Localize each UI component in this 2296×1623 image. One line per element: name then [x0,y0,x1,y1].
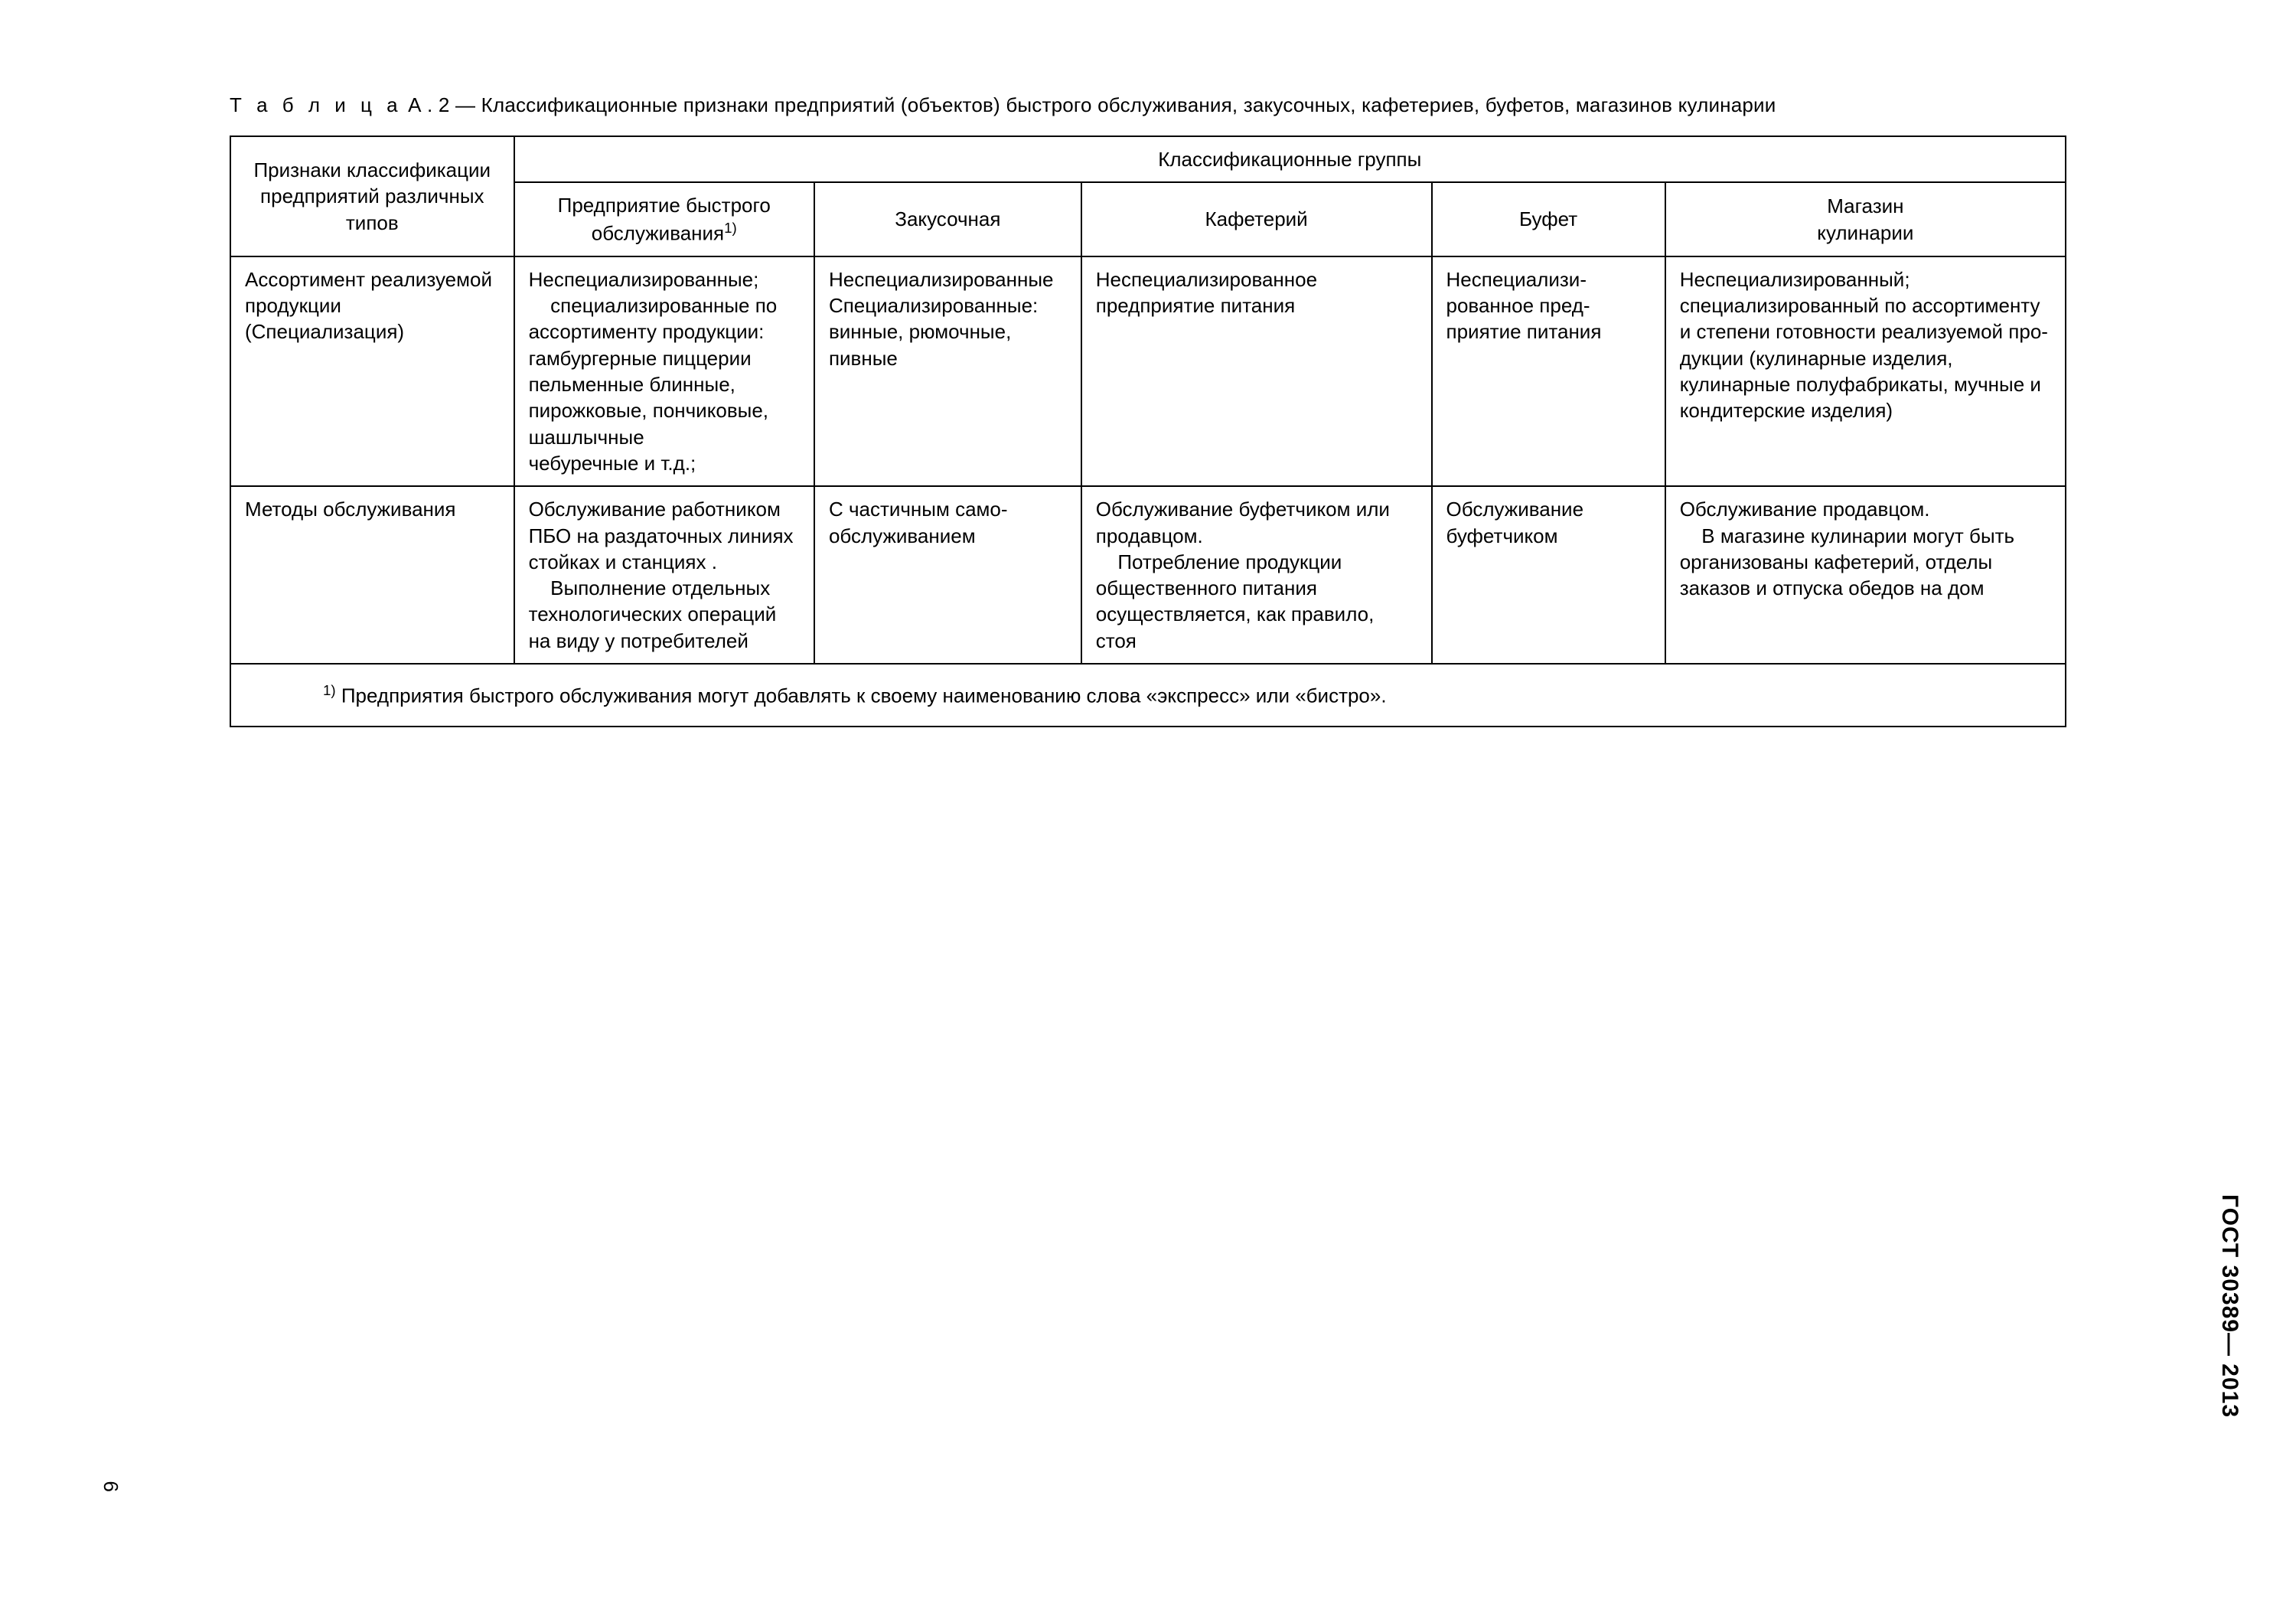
col-header-kafeteriy: Кафетерий [1081,182,1432,256]
standard-code: ГОСТ 30389— 2013 [2216,1194,2242,1418]
classification-table: Признаки классификации предприятий разли… [230,136,2066,727]
cell: Обслуживание работ­ником ПБО на разда­то… [514,486,814,664]
page: Т а б л и ц а А . 2 — Классификационные … [0,0,2296,1623]
page-number: 9 [99,1481,123,1492]
caption-number: А . 2 [408,93,449,116]
footnote-marker: 1) [323,682,336,698]
col-header-magazin: Магазин кулинарии [1665,182,2066,256]
col-header-bufet: Буфет [1432,182,1665,256]
cell: Неспециализированный; специализированный… [1665,256,2066,487]
col-header-zakusochnaya: Закусочная [814,182,1081,256]
footnote-ref: 1) [724,220,737,236]
row-label: Ассортимент реализуе­мой продукции (Спец… [230,256,514,487]
table-row: 1) Предприятия быстрого обслуживания мог… [230,664,2066,727]
col-header-fastfood: Предприятие быстрого обслуживания1) [514,182,814,256]
table-footnote: 1) Предприятия быстрого обслуживания мог… [230,664,2066,727]
table-caption: Т а б л и ц а А . 2 — Классификационные … [230,92,2066,119]
group-header: Классификационные группы [514,136,2066,182]
table-row: Методы обслуживания Обслуживание работ­н… [230,486,2066,664]
cell: Неспециализиро­ванныеСпециализирован­ные… [814,256,1081,487]
table-body: Ассортимент реализуе­мой продукции (Спец… [230,256,2066,727]
col-header-line: Магазин [1827,194,1903,217]
cell: Неспециализирован­ные;специализированные… [514,256,814,487]
table-head: Признаки классификации предприятий разли… [230,136,2066,256]
caption-title: Классификационные признаки предприятий (… [481,93,1776,116]
cell: Обслуживание продавцом.В магазине кулина… [1665,486,2066,664]
col-header-line: обслуживания [592,221,724,244]
cell: Неспециализи­рованное пред­приятие питан… [1432,256,1665,487]
table-row: Признаки классификации предприятий разли… [230,136,2066,182]
footnote-text: Предприятия быстрого обслуживания могут … [336,684,1387,707]
col-header-line: Предприятие быстрого [558,194,771,217]
table-row: Ассортимент реализуе­мой продукции (Спец… [230,256,2066,487]
caption-label: Т а б л и ц а [230,93,403,116]
row-label: Методы обслуживания [230,486,514,664]
col-header-line: кулинарии [1817,221,1913,244]
cell: С частичным само­обслуживанием [814,486,1081,664]
cell: Обслуживание буфетчиком [1432,486,1665,664]
caption-dash: — [450,93,481,116]
cell: Обслуживание буфетчи­ком или продавцом.П… [1081,486,1432,664]
cell: Неспециализированное предприятие питания [1081,256,1432,487]
row-header-title: Признаки классификации предприятий разли… [230,136,514,256]
